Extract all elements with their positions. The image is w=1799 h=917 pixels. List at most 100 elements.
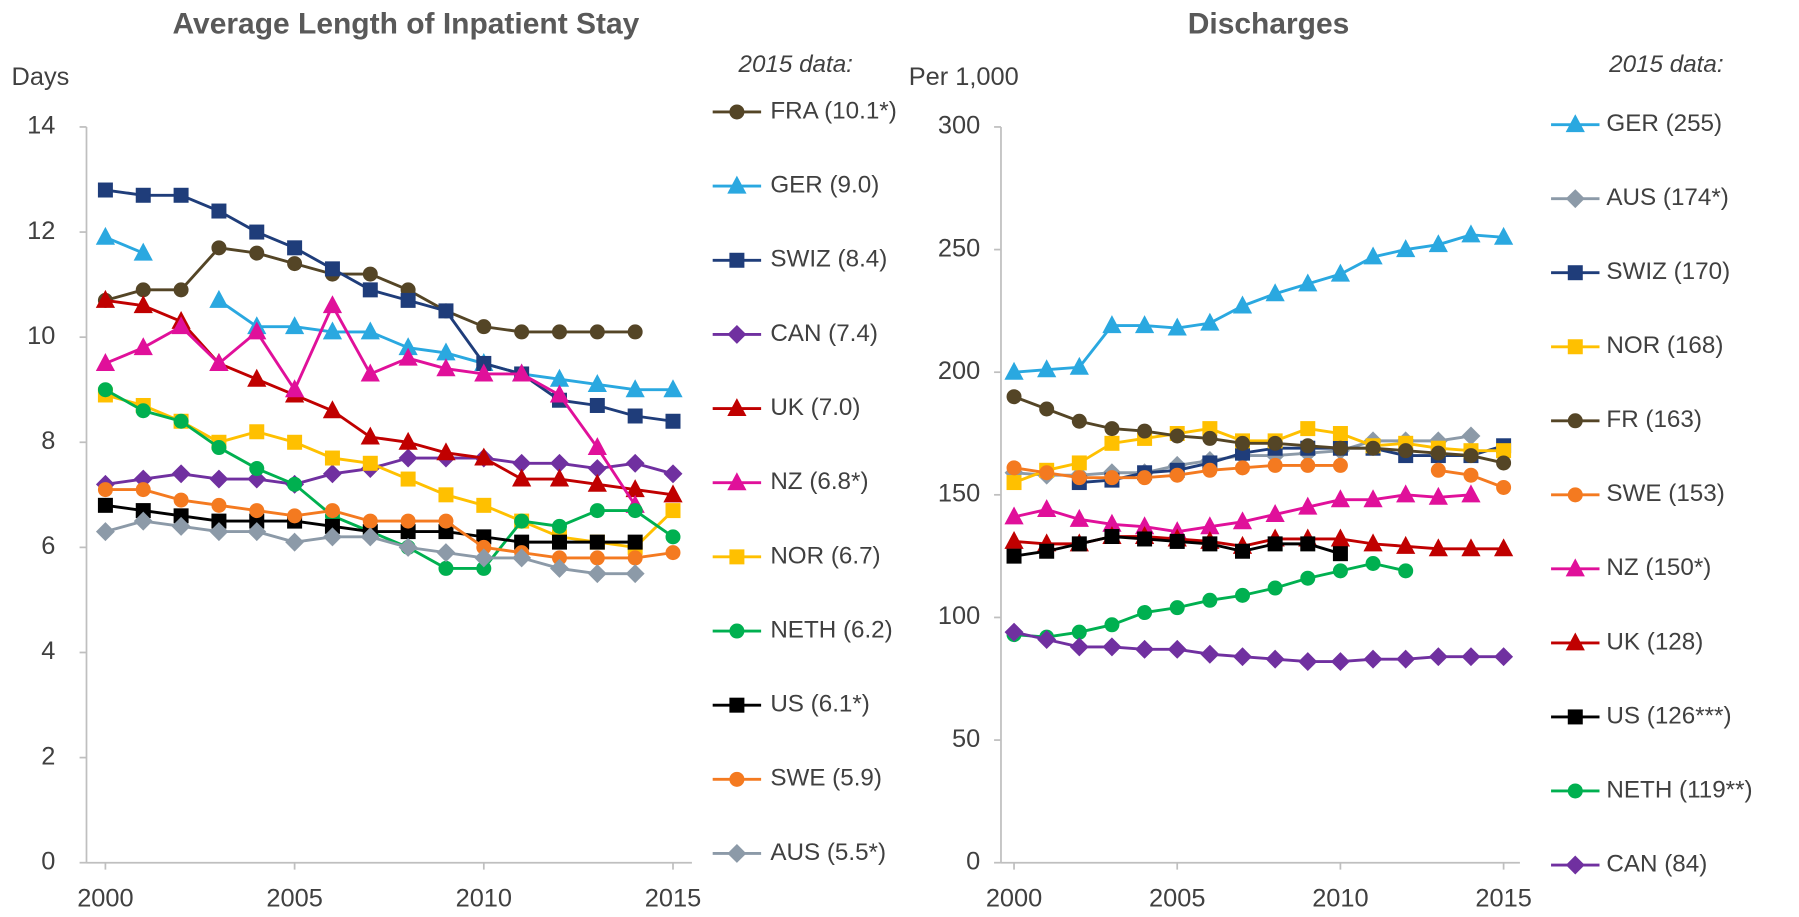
legend-label: NZ (150*) bbox=[1606, 554, 1711, 581]
marker bbox=[663, 379, 683, 398]
marker bbox=[284, 316, 305, 335]
marker bbox=[1137, 531, 1153, 547]
legend-label: NETH (6.2) bbox=[770, 616, 892, 643]
marker bbox=[1039, 543, 1055, 559]
y-tick-label: 250 bbox=[938, 234, 980, 262]
marker bbox=[551, 324, 567, 340]
legend-label: FRA (10.1*) bbox=[770, 97, 896, 124]
marker bbox=[1332, 457, 1348, 473]
marker bbox=[1398, 443, 1414, 459]
marker bbox=[663, 464, 683, 484]
marker bbox=[1235, 587, 1250, 603]
marker bbox=[1039, 465, 1055, 481]
legend-marker bbox=[729, 771, 745, 787]
marker bbox=[1167, 317, 1187, 336]
marker bbox=[247, 368, 267, 387]
marker bbox=[287, 476, 303, 492]
marker bbox=[324, 450, 340, 466]
marker bbox=[322, 527, 342, 547]
marker bbox=[133, 337, 153, 356]
series-line bbox=[104, 388, 674, 570]
legend-title: 2015 data: bbox=[738, 51, 853, 78]
marker bbox=[627, 550, 643, 566]
marker bbox=[1071, 413, 1087, 429]
marker bbox=[360, 527, 380, 547]
marker bbox=[209, 352, 229, 371]
marker bbox=[398, 431, 418, 450]
marker bbox=[514, 324, 530, 340]
marker bbox=[173, 413, 189, 429]
series-line bbox=[1013, 427, 1504, 484]
marker bbox=[627, 324, 643, 340]
x-tick-label: 2015 bbox=[1475, 884, 1531, 912]
marker bbox=[1037, 359, 1057, 378]
marker bbox=[1300, 570, 1316, 586]
marker bbox=[1461, 484, 1481, 503]
marker bbox=[135, 282, 151, 298]
marker bbox=[400, 471, 416, 487]
marker bbox=[476, 497, 492, 513]
legend-label: NETH (119**) bbox=[1606, 776, 1752, 803]
marker bbox=[133, 511, 153, 531]
marker bbox=[438, 303, 454, 319]
marker bbox=[1332, 440, 1348, 456]
marker bbox=[1004, 361, 1024, 380]
marker bbox=[247, 469, 267, 489]
marker bbox=[133, 295, 153, 314]
marker bbox=[1493, 226, 1514, 245]
marker bbox=[1104, 421, 1120, 437]
legend-title: 2015 data: bbox=[1608, 51, 1723, 78]
marker bbox=[249, 424, 265, 440]
marker bbox=[1463, 448, 1479, 464]
series-line bbox=[1013, 463, 1505, 489]
marker bbox=[322, 295, 343, 314]
marker bbox=[1300, 438, 1316, 454]
marker bbox=[1071, 470, 1087, 486]
marker bbox=[249, 245, 265, 261]
series-line bbox=[1013, 233, 1504, 374]
legend-label: UK (7.0) bbox=[770, 394, 860, 421]
marker bbox=[1104, 470, 1120, 486]
marker bbox=[173, 187, 189, 203]
marker bbox=[1428, 486, 1448, 505]
marker bbox=[1039, 401, 1055, 417]
marker bbox=[211, 497, 227, 513]
marker bbox=[287, 240, 303, 256]
marker bbox=[1365, 555, 1381, 571]
marker bbox=[1265, 649, 1285, 669]
marker bbox=[171, 464, 191, 484]
marker bbox=[1006, 475, 1022, 491]
marker bbox=[1233, 647, 1252, 667]
marker bbox=[1496, 455, 1512, 471]
marker bbox=[398, 347, 418, 366]
series-line bbox=[1013, 395, 1504, 465]
marker bbox=[627, 503, 643, 519]
y-tick-label: 100 bbox=[938, 602, 980, 630]
marker bbox=[171, 316, 191, 335]
legend-marker bbox=[1567, 783, 1583, 799]
marker bbox=[287, 256, 303, 272]
marker bbox=[1104, 529, 1120, 545]
marker bbox=[474, 548, 494, 568]
marker bbox=[438, 560, 454, 576]
legend-label: GER (9.0) bbox=[770, 172, 879, 199]
legend-marker bbox=[1565, 855, 1585, 875]
legend-label: SWIZ (8.4) bbox=[770, 246, 887, 273]
legend-label: SWIZ (170) bbox=[1606, 258, 1730, 285]
legend-label: GER (255) bbox=[1606, 110, 1722, 137]
marker bbox=[97, 182, 113, 198]
marker bbox=[97, 382, 113, 398]
marker bbox=[209, 469, 229, 489]
marker bbox=[360, 363, 380, 382]
marker bbox=[247, 522, 267, 542]
legend-marker bbox=[1567, 339, 1583, 355]
marker bbox=[173, 282, 189, 298]
marker bbox=[1363, 649, 1383, 669]
marker bbox=[285, 532, 305, 552]
marker bbox=[436, 358, 456, 377]
y-tick-label: 200 bbox=[938, 357, 980, 385]
marker bbox=[551, 534, 567, 550]
marker bbox=[1202, 430, 1218, 446]
marker bbox=[322, 400, 343, 419]
marker bbox=[211, 240, 227, 256]
